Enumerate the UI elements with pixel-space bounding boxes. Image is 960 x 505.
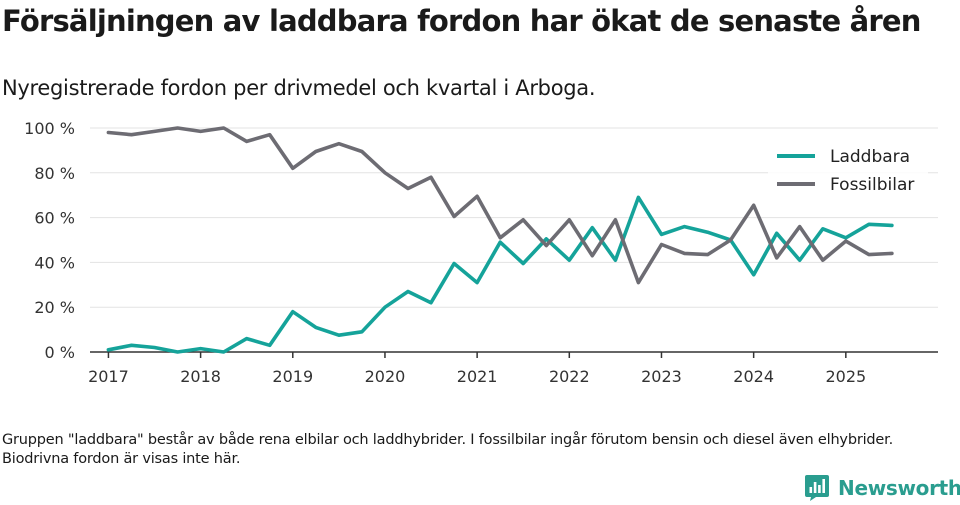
- x-tick-label: 2019: [272, 367, 313, 386]
- newsworthy-logo-text: Newsworthy: [838, 476, 960, 500]
- series-line-laddbara: [106, 195, 894, 354]
- legend-label-fossilbilar: Fossilbilar: [830, 175, 914, 195]
- y-tick-label: 20 %: [34, 298, 75, 317]
- x-tick-label: 2025: [825, 367, 866, 386]
- y-tick-label: 80 %: [34, 164, 75, 183]
- line-chart: 0 % 20 % 40 % 60 % 80 % 100 % 2017 2018 2019 2020…: [24, 119, 938, 386]
- newsworthy-logo: Newsworthy: [804, 474, 960, 502]
- y-tick-label: 40 %: [34, 253, 75, 272]
- y-tick-label: 0 %: [45, 343, 75, 362]
- y-tick-label: 60 %: [34, 209, 75, 228]
- chart-subtitle: Nyregistrerade fordon per drivmedel och …: [2, 76, 596, 100]
- chart-title: Försäljningen av laddbara fordon har öka…: [2, 4, 921, 38]
- y-tick-label: 100 %: [24, 119, 75, 138]
- x-tick-label: 2017: [88, 367, 129, 386]
- x-tick-label: 2021: [457, 367, 498, 386]
- x-tick-label: 2022: [549, 367, 590, 386]
- legend-label-laddbara: Laddbara: [830, 147, 910, 167]
- legend-background: [768, 142, 928, 202]
- series-line-fossilbilar: [106, 126, 894, 285]
- footnote: Gruppen "laddbara" består av både rena e…: [2, 432, 893, 467]
- x-tick-label: 2018: [180, 367, 221, 386]
- legend: Laddbara Fossilbilar: [768, 142, 928, 202]
- newsworthy-logo-icon: [805, 475, 829, 501]
- x-tick-label: 2020: [365, 367, 406, 386]
- x-tick-label: 2024: [733, 367, 774, 386]
- x-tick-label: 2023: [641, 367, 682, 386]
